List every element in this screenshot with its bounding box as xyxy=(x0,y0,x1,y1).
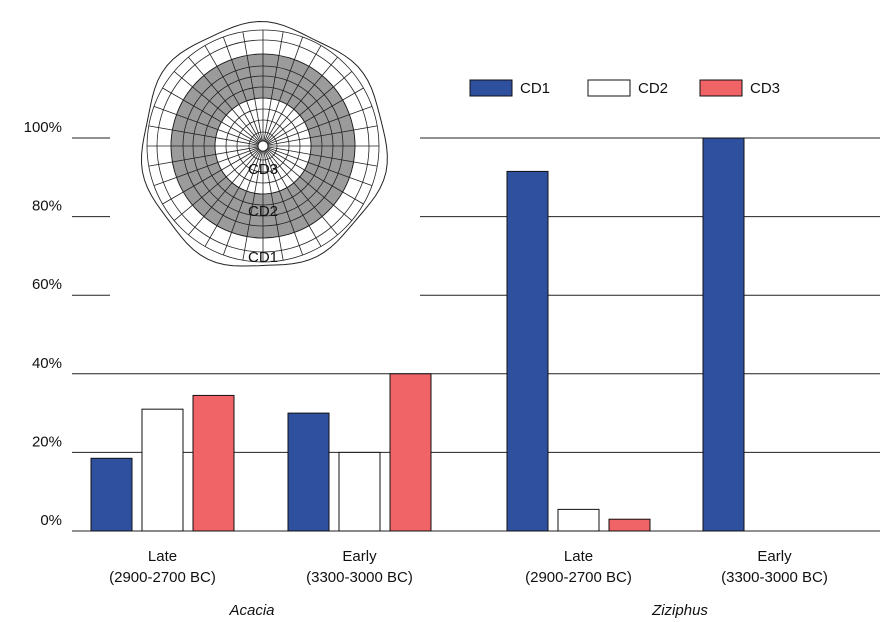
bar xyxy=(390,374,431,531)
bar xyxy=(558,509,599,531)
group-label: Acacia xyxy=(228,602,274,619)
x-tick-label: (2900-2700 BC) xyxy=(525,569,632,586)
legend-swatch xyxy=(470,80,512,96)
legend-swatch xyxy=(700,80,742,96)
legend-label: CD3 xyxy=(750,80,780,97)
bar xyxy=(339,452,380,531)
x-tick-label: Early xyxy=(757,548,792,565)
inset-label: CD3 xyxy=(248,161,278,178)
chart: CD3 CD2 CD1 0% 20% 40% 60% 80% 100% CD1 CD2 CD3 Lat… xyxy=(0,0,883,622)
pith xyxy=(258,141,268,151)
legend-swatch xyxy=(588,80,630,96)
y-tick-label: 80% xyxy=(32,198,62,215)
x-tick-label: (3300-3000 BC) xyxy=(306,569,413,586)
bar xyxy=(288,413,329,531)
y-tick-label: 60% xyxy=(32,276,62,293)
legend-label: CD1 xyxy=(520,80,550,97)
y-tick-label: 0% xyxy=(40,512,62,529)
x-tick-label: Late xyxy=(148,548,177,565)
x-tick-label: Late xyxy=(564,548,593,565)
y-tick-label: 20% xyxy=(32,433,62,450)
y-tick-label: 40% xyxy=(32,355,62,372)
bar xyxy=(193,395,234,531)
bar xyxy=(703,138,744,531)
x-tick-label: (3300-3000 BC) xyxy=(721,569,828,586)
legend-label: CD2 xyxy=(638,80,668,97)
inset-label: CD1 xyxy=(248,249,278,266)
group-label: Ziziphus xyxy=(651,602,708,619)
x-tick-label: Early xyxy=(342,548,377,565)
y-tick-label: 100% xyxy=(24,119,62,136)
bar xyxy=(507,171,548,531)
bar xyxy=(91,458,132,531)
bar xyxy=(609,519,650,531)
inset-label: CD2 xyxy=(248,203,278,220)
x-tick-label: (2900-2700 BC) xyxy=(109,569,216,586)
bar xyxy=(142,409,183,531)
